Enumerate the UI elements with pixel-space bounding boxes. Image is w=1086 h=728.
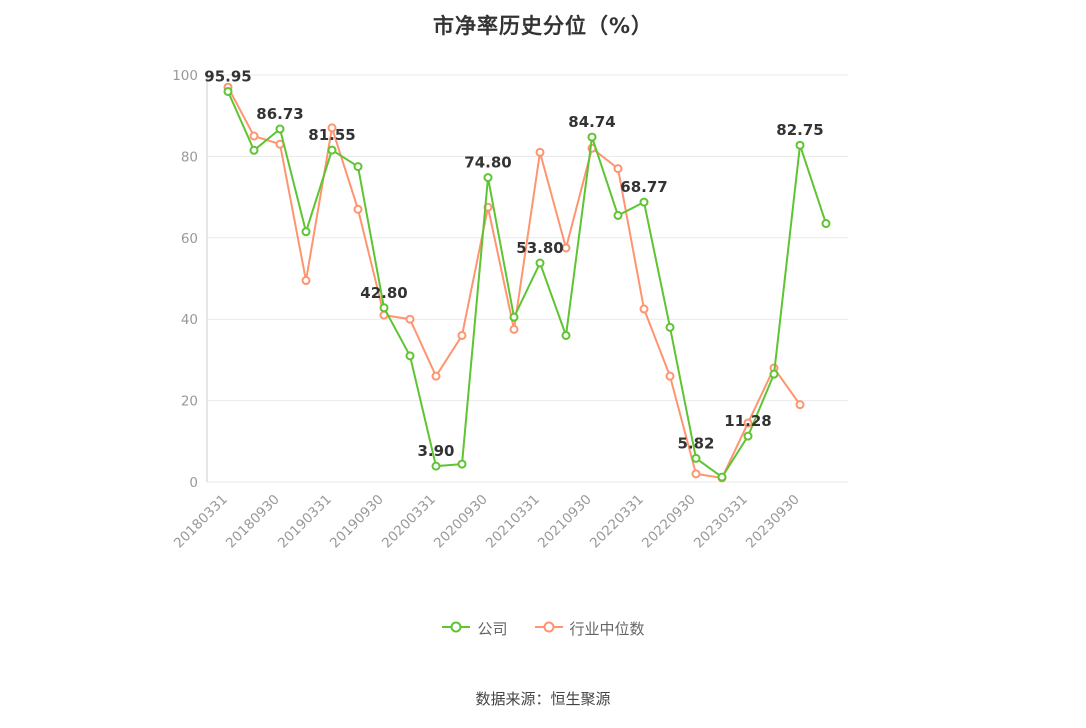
data-point-industry xyxy=(405,314,415,324)
data-point-company xyxy=(769,369,779,379)
data-point-company xyxy=(691,453,701,463)
data-point-company xyxy=(249,145,259,155)
x-axis-label: 20180930 xyxy=(223,492,283,552)
data-point-company xyxy=(561,330,571,340)
data-point-industry xyxy=(691,469,701,479)
x-axis-label: 20180331 xyxy=(171,492,231,552)
legend-label-company: 公司 xyxy=(477,620,508,638)
data-point-industry xyxy=(431,371,441,381)
data-label: 42.80 xyxy=(360,284,407,302)
data-labels: 95.95 86.73 81.55 42.80 3.90 74.80 53.80 84.74 6… xyxy=(204,67,823,460)
x-axis-label: 20210331 xyxy=(483,492,543,552)
data-point-company xyxy=(483,173,493,183)
x-axis-label: 20230930 xyxy=(743,492,803,552)
legend-marker-company-icon xyxy=(441,619,471,638)
x-axis-label: 20200930 xyxy=(431,492,491,552)
data-point-company xyxy=(353,162,363,172)
data-label: 5.82 xyxy=(677,434,714,452)
data-label: 81.55 xyxy=(308,126,355,144)
data-point-industry xyxy=(301,276,311,286)
data-source-text: 数据来源：恒生聚源 xyxy=(475,690,611,708)
legend: 公司 行业中位数 xyxy=(0,618,1086,639)
x-axis-labels: 2018033120180930201903312019093020200331… xyxy=(171,492,803,552)
data-point-industry xyxy=(795,400,805,410)
y-axis-label: 100 xyxy=(172,68,198,84)
data-point-company xyxy=(665,322,675,332)
x-axis-label: 20190331 xyxy=(275,492,335,552)
y-axis-label: 80 xyxy=(181,149,198,165)
x-axis-label: 20200331 xyxy=(379,492,439,552)
y-axis-label: 60 xyxy=(181,231,198,247)
x-axis-label: 20190930 xyxy=(327,492,387,552)
data-point-company xyxy=(717,472,727,482)
data-point-company xyxy=(301,227,311,237)
data-point-company xyxy=(587,132,597,142)
data-point-industry xyxy=(249,131,259,141)
y-axis-labels: 0 20 40 60 80 100 xyxy=(172,68,198,491)
x-axis-label: 20220930 xyxy=(639,492,699,552)
data-label: 68.77 xyxy=(620,178,667,196)
data-point-company xyxy=(431,461,441,471)
data-point-industry xyxy=(639,304,649,314)
y-axis-label: 20 xyxy=(181,394,198,410)
x-axis-label: 20210930 xyxy=(535,492,595,552)
legend-label-industry: 行业中位数 xyxy=(569,620,645,638)
legend-item-company[interactable]: 公司 xyxy=(441,618,508,639)
data-point-industry xyxy=(665,371,675,381)
data-point-company xyxy=(405,351,415,361)
data-label: 53.80 xyxy=(516,239,563,257)
data-label: 11.28 xyxy=(724,412,771,430)
data-point-company xyxy=(795,140,805,150)
data-label: 74.80 xyxy=(464,154,511,172)
data-point-company xyxy=(379,303,389,313)
data-point-company xyxy=(457,459,467,469)
data-point-company xyxy=(509,312,519,322)
data-point-industry xyxy=(457,330,467,340)
legend-marker-industry-icon xyxy=(534,619,564,638)
data-point-company xyxy=(223,86,233,96)
x-axis-label: 20230331 xyxy=(691,492,751,552)
data-point-industry xyxy=(327,123,337,133)
legend-item-industry[interactable]: 行业中位数 xyxy=(534,618,645,639)
data-point-company xyxy=(821,219,831,229)
data-label: 84.74 xyxy=(568,113,615,131)
data-point-industry xyxy=(743,418,753,428)
series-line-company xyxy=(223,86,831,482)
data-point-industry xyxy=(535,147,545,157)
data-point-industry xyxy=(509,324,519,334)
chart-title: 市净率历史分位（%） xyxy=(432,14,654,38)
data-label: 3.90 xyxy=(417,442,454,460)
data-point-company xyxy=(535,258,545,268)
data-point-industry xyxy=(561,243,571,253)
data-label: 86.73 xyxy=(256,105,303,123)
data-label: 82.75 xyxy=(776,121,823,139)
y-axis-label: 0 xyxy=(189,475,198,491)
data-point-company xyxy=(743,431,753,441)
data-point-company xyxy=(327,145,337,155)
data-point-company xyxy=(639,197,649,207)
data-point-industry xyxy=(353,204,363,214)
data-point-company xyxy=(275,124,285,134)
data-label: 95.95 xyxy=(204,67,251,85)
data-point-company xyxy=(613,210,623,220)
x-axis-label: 20220331 xyxy=(587,492,647,552)
y-axis-label: 40 xyxy=(181,312,198,328)
data-point-industry xyxy=(613,164,623,174)
